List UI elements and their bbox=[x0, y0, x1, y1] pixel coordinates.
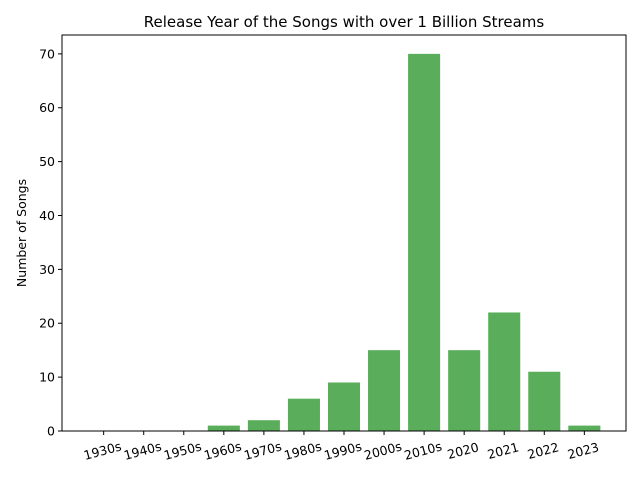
bar-1990s bbox=[327, 382, 361, 431]
x-tick-label: 1980s bbox=[282, 438, 323, 462]
bar-1960s bbox=[207, 425, 240, 431]
x-tick-label: 1970s bbox=[242, 438, 283, 462]
y-tick-label: 40 bbox=[39, 208, 55, 223]
x-tick-label: 2023 bbox=[566, 439, 601, 462]
bar-2000s bbox=[368, 350, 401, 431]
bar-2020 bbox=[448, 350, 481, 431]
plot-area-frame bbox=[61, 34, 627, 432]
bar-2022 bbox=[528, 371, 561, 431]
bar-1980s bbox=[287, 398, 320, 431]
x-tick-label: 1930s bbox=[82, 438, 123, 462]
x-tick-label: 2022 bbox=[526, 439, 561, 462]
x-tick-label: 2000s bbox=[362, 438, 403, 462]
y-tick-label: 30 bbox=[39, 262, 55, 277]
y-axis-ticks: 0 10 20 30 40 50 60 70 bbox=[39, 46, 62, 439]
y-tick-label: 0 bbox=[47, 424, 55, 439]
chart-title: Release Year of the Songs with over 1 Bi… bbox=[144, 13, 545, 31]
y-tick-label: 70 bbox=[39, 46, 55, 61]
y-tick-label: 50 bbox=[39, 154, 55, 169]
bar-2010s bbox=[408, 53, 441, 431]
x-tick-label: 1950s bbox=[162, 438, 203, 462]
y-tick-label: 10 bbox=[39, 370, 55, 385]
x-tick-label: 2020 bbox=[446, 439, 481, 462]
bar-2023 bbox=[568, 425, 601, 431]
y-tick-label: 60 bbox=[39, 100, 55, 115]
x-tick-label: 1960s bbox=[202, 438, 243, 462]
y-axis-label: Number of Songs bbox=[14, 179, 29, 287]
x-axis-ticks: 1930s 1940s 1950s 1960s 1970s 1980s 1990s 2000s… bbox=[82, 431, 600, 463]
x-tick-label: 1940s bbox=[122, 438, 163, 462]
bar-1970s bbox=[247, 420, 280, 431]
x-tick-label: 2010s bbox=[402, 438, 443, 462]
y-tick-label: 20 bbox=[39, 316, 55, 331]
x-tick-label: 2021 bbox=[486, 439, 521, 462]
bars-group bbox=[207, 53, 601, 431]
x-tick-label: 1990s bbox=[322, 438, 363, 462]
bar-2021 bbox=[488, 312, 521, 431]
